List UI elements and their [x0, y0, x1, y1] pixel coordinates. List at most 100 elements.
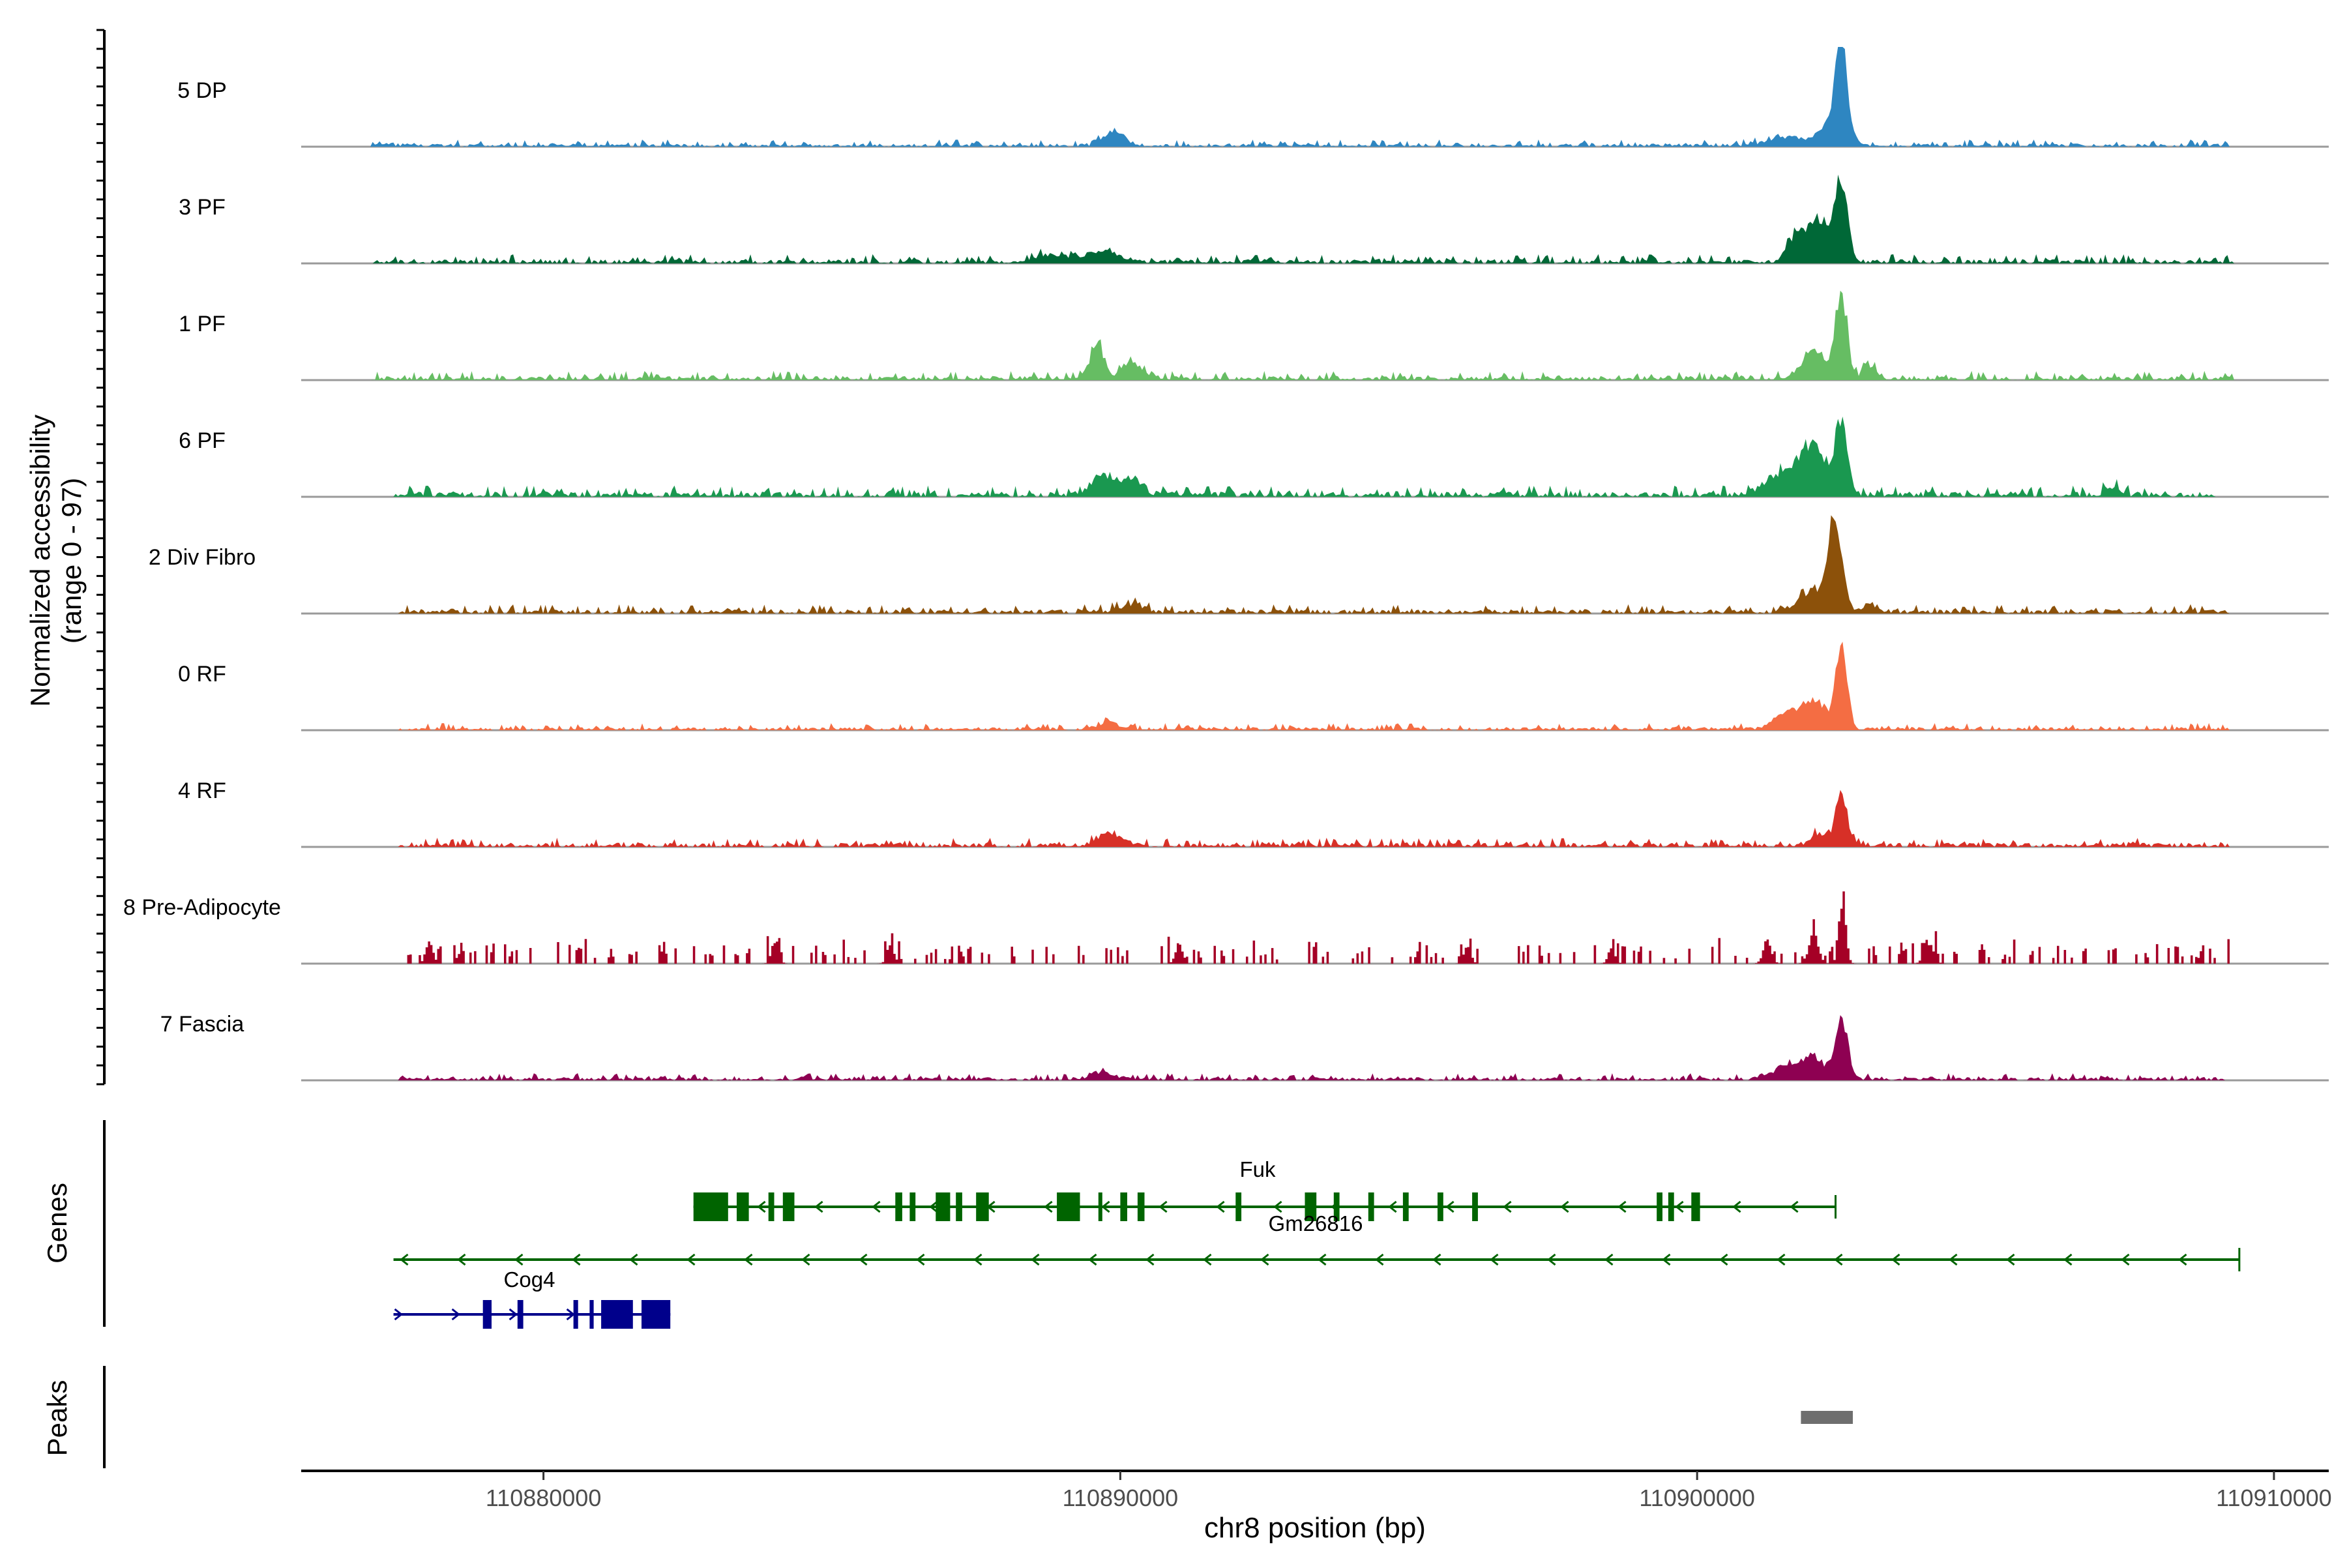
strand-arrow [1834, 1253, 1843, 1266]
exon [601, 1300, 633, 1329]
gene-annotation-track: Fuk Gm26816 Cog4 [393, 1157, 2241, 1329]
strand-arrow [814, 1200, 823, 1213]
strand-arrow [744, 1253, 753, 1266]
x-tick-label: 110910000 [2216, 1485, 2332, 1511]
exon [1098, 1192, 1102, 1221]
track-4: 6 PF [179, 416, 2329, 498]
strand-arrow [1490, 1253, 1499, 1266]
exon [976, 1192, 989, 1221]
x-axis-title: chr8 position (bp) [1204, 1512, 1426, 1544]
track-1: 5 DP [177, 47, 2329, 148]
strand-arrow [400, 1253, 409, 1266]
strand-arrow [1260, 1253, 1269, 1266]
track-label: 7 Fascia [160, 1012, 244, 1037]
exon [642, 1300, 671, 1329]
y-axis-label-line2: (range 0 - 97) [56, 478, 87, 643]
strand-arrow [1949, 1253, 1958, 1266]
coverage-area [301, 174, 2329, 263]
exon [1333, 1192, 1340, 1221]
gene-gm26816: Gm26816 [393, 1211, 2241, 1271]
exon [1137, 1192, 1145, 1221]
gene-name-label: Fuk [1239, 1157, 1276, 1181]
track-label: 5 DP [177, 78, 227, 103]
exon [693, 1192, 728, 1221]
strand-arrow [1044, 1200, 1053, 1213]
coverage-area [301, 416, 2329, 497]
strand-arrow [801, 1253, 810, 1266]
strand-arrow [1675, 1200, 1684, 1213]
strand-arrow [757, 1200, 766, 1213]
strand-arrow [1732, 1200, 1741, 1213]
strand-arrow [1145, 1253, 1155, 1266]
strand-arrow [1203, 1253, 1212, 1266]
exon [737, 1192, 749, 1221]
track-label: 2 Div Fibro [149, 545, 256, 570]
track-6: 0 RF [178, 642, 2329, 732]
peak-region [1801, 1411, 1853, 1424]
exon [936, 1192, 951, 1221]
strand-arrow [1318, 1253, 1327, 1266]
track-label: 1 PF [179, 312, 226, 336]
strand-arrow [859, 1253, 868, 1266]
track-label: 3 PF [179, 195, 226, 220]
strand-arrow [2178, 1253, 2187, 1266]
track-7: 4 RF [178, 778, 2329, 848]
strand-arrow [686, 1253, 696, 1266]
gene-name-label: Gm26816 [1269, 1211, 1363, 1235]
exon [517, 1300, 524, 1329]
track-label: 8 Pre-Adipocyte [123, 895, 281, 920]
strand-arrow [872, 1200, 881, 1213]
gene-name-label: Cog4 [504, 1267, 555, 1292]
strand-arrow [566, 1308, 575, 1321]
strand-arrow [1088, 1253, 1097, 1266]
exon [1657, 1192, 1662, 1221]
coverage-y-axis [96, 29, 106, 1086]
strand-arrow [1375, 1253, 1384, 1266]
exon [1235, 1192, 1242, 1221]
exon [768, 1192, 775, 1221]
strand-arrow [1547, 1253, 1556, 1266]
track-label: 6 PF [179, 428, 226, 453]
strand-arrow [973, 1253, 982, 1266]
coverage-area [301, 642, 2329, 730]
strand-arrow [572, 1253, 581, 1266]
x-tick-label: 110900000 [1639, 1485, 1755, 1511]
track-8: 8 Pre-Adipocyte [123, 891, 2331, 965]
strand-arrow [1159, 1200, 1168, 1213]
strand-arrow [1273, 1200, 1282, 1213]
track-3: 1 PF [179, 290, 2329, 381]
track-9: 7 Fascia [160, 1012, 2329, 1082]
track-label: 0 RF [178, 662, 226, 687]
x-tick-label: 110890000 [1063, 1485, 1179, 1511]
strand-arrow [1101, 1200, 1110, 1213]
track-5: 2 Div Fibro [149, 515, 2329, 615]
exon [589, 1300, 594, 1329]
strand-arrow [1662, 1253, 1671, 1266]
exon [573, 1300, 578, 1329]
strand-arrow [514, 1253, 524, 1266]
exon [909, 1192, 916, 1221]
strand-arrow [1216, 1200, 1225, 1213]
exon [1472, 1192, 1478, 1221]
strand-arrow [1604, 1253, 1614, 1266]
exon [1668, 1192, 1674, 1221]
strand-arrow [1891, 1253, 1900, 1266]
exon [1368, 1192, 1374, 1221]
strand-arrow [1719, 1253, 1728, 1266]
strand-arrow [457, 1253, 466, 1266]
strand-arrow [1790, 1200, 1799, 1213]
strand-arrow [1432, 1253, 1441, 1266]
x-axis: 110880000 110890000 110900000 110910000 [486, 1471, 2332, 1511]
strand-arrow [1503, 1200, 1512, 1213]
peaks-track [1801, 1411, 1853, 1424]
gene-cog4: Cog4 [393, 1267, 671, 1329]
strand-arrow [1388, 1200, 1397, 1213]
exon [1402, 1192, 1409, 1221]
x-tick-label: 110880000 [486, 1485, 602, 1511]
strand-arrow [451, 1308, 460, 1321]
strand-arrow [2063, 1253, 2073, 1266]
genes-track-label: Genes [42, 1183, 72, 1264]
